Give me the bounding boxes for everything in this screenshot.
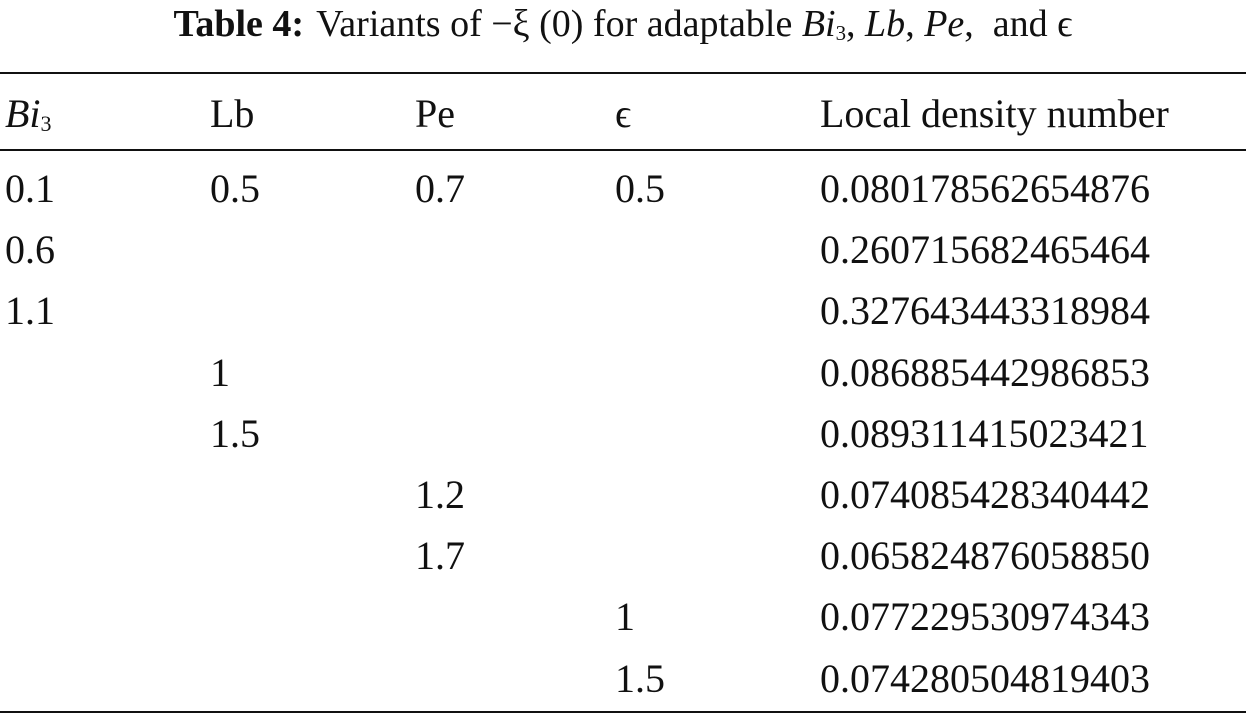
table-cell: 0.077229530974343 — [820, 594, 1150, 640]
table-cell: 0.086885442986853 — [820, 349, 1150, 395]
table-cell: 0.074280504819403 — [820, 655, 1150, 701]
caption-subscript: 3 — [835, 21, 847, 45]
table-cell: 0.5 — [210, 166, 260, 211]
header-cell: Lb — [210, 91, 255, 136]
table-cell: 1.7 — [415, 533, 465, 579]
table-cell: 1.1 — [5, 288, 55, 334]
caption-symbol: Pe — [924, 3, 965, 45]
table-cell: 0.327643443318984 — [820, 288, 1150, 334]
table-cell: 0.6 — [5, 227, 55, 273]
table-cell: 1.5 — [615, 655, 665, 701]
header-subscript: 3 — [40, 111, 52, 136]
header-symbol: Bi — [5, 91, 41, 136]
header-rule — [0, 149, 1246, 151]
table-cell: 0.7 — [415, 166, 465, 211]
table-cell: 1 — [615, 594, 635, 640]
header-cell: Bi3 — [5, 90, 52, 148]
top-rule — [0, 72, 1246, 74]
caption-text: , — [905, 3, 925, 45]
header-cell: Local density number — [820, 91, 1169, 136]
table-cell: 1.2 — [415, 472, 465, 517]
table-cell: 0.5 — [615, 166, 665, 211]
header-cell: Pe — [415, 91, 455, 136]
caption-symbol: Bi — [801, 3, 836, 45]
table-cell: 0.080178562654876 — [820, 166, 1150, 211]
table-cell: 1.5 — [210, 410, 260, 456]
table-cell: 0.089311415023421 — [820, 410, 1149, 456]
table-cell: 0.1 — [5, 166, 55, 211]
table-cell: 0.065824876058850 — [820, 533, 1150, 579]
caption-label: Table 4: — [173, 3, 305, 45]
table-cell: 0.260715682465464 — [820, 227, 1150, 273]
caption-text: Variants of −ξ (0) for adaptable — [316, 3, 802, 45]
table-caption: Table 4: Variants of −ξ (0) for adaptable… — [0, 2, 1246, 46]
caption-symbol: Lb — [865, 3, 906, 45]
table-cell: 0.074085428340442 — [820, 472, 1150, 517]
bottom-rule — [0, 711, 1246, 713]
table-cell: 1 — [210, 349, 230, 395]
header-cell: ϵ — [615, 91, 632, 136]
caption-text: , — [846, 3, 866, 45]
caption-text: , and ϵ — [964, 3, 1073, 45]
